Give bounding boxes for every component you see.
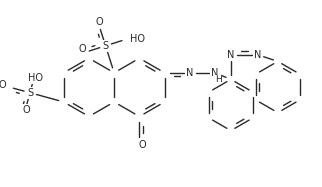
Text: O: O: [139, 140, 146, 150]
Text: N: N: [211, 68, 219, 78]
Text: O: O: [79, 44, 87, 54]
Text: N: N: [186, 68, 194, 78]
Text: O: O: [0, 80, 6, 90]
Text: HO: HO: [28, 73, 43, 83]
Text: O: O: [22, 105, 30, 115]
Text: S: S: [27, 88, 33, 98]
Text: O: O: [95, 17, 103, 27]
Text: H: H: [215, 75, 222, 84]
Text: HO: HO: [130, 34, 145, 44]
Text: S: S: [102, 41, 109, 51]
Text: N: N: [227, 50, 234, 60]
Text: N: N: [254, 50, 261, 60]
